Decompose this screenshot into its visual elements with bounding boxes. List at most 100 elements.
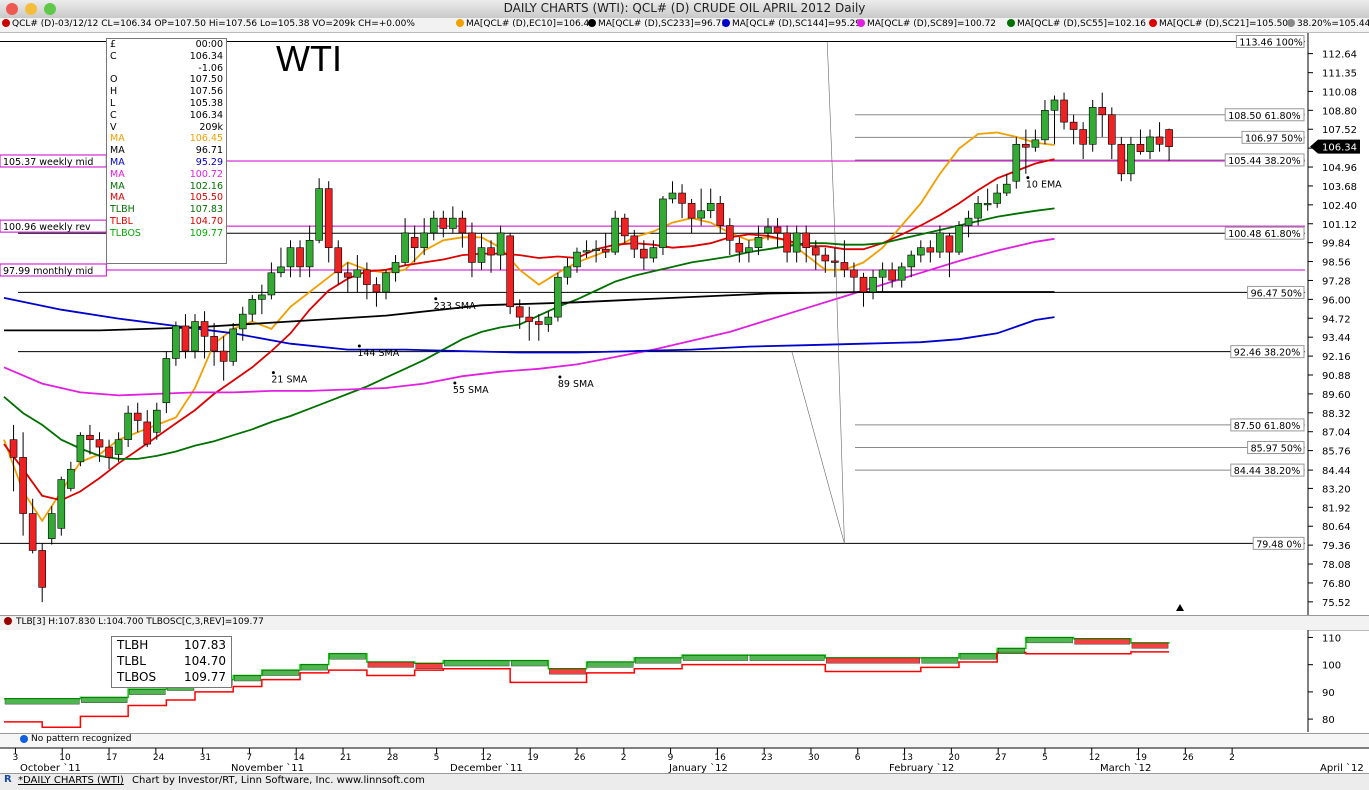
candle-body bbox=[449, 217, 457, 229]
ohlc-key: V bbox=[110, 121, 117, 133]
x-axis-area bbox=[0, 747, 1369, 773]
legend-swatch bbox=[722, 19, 730, 27]
candle-body bbox=[1012, 143, 1021, 182]
candle-body bbox=[974, 203, 982, 219]
tlb-brick bbox=[233, 675, 262, 682]
chart-tab[interactable]: *DAILY CHARTS (WTI) bbox=[18, 775, 124, 786]
candle-body bbox=[1060, 99, 1068, 123]
legend-item[interactable]: QCL# (D)-03/12/12 CL=106.34 OP=107.50 Hi… bbox=[2, 19, 415, 29]
ohlc-value: 109.77 bbox=[189, 227, 223, 239]
ohlc-row: H 107.56 bbox=[107, 86, 226, 98]
ohlc-row: MA 95.29 bbox=[107, 157, 226, 169]
ohlc-row: MA 106.45 bbox=[107, 133, 226, 145]
candle-body bbox=[945, 235, 954, 253]
candle-body bbox=[983, 203, 992, 206]
ma-label: 55 SMA bbox=[453, 385, 489, 396]
candle-body bbox=[783, 232, 791, 253]
ohlc-value: 209k bbox=[199, 121, 223, 133]
ohlc-key: H bbox=[110, 86, 118, 98]
legend-item[interactable]: MA[QCL# (D),SC233]=96.71 bbox=[588, 19, 727, 29]
fib-label: 113.46 100% bbox=[1239, 37, 1302, 48]
tlb-value: 107.83 bbox=[184, 638, 226, 652]
zoom-button[interactable] bbox=[44, 3, 56, 15]
close-button[interactable] bbox=[6, 3, 18, 15]
tlb-brick bbox=[998, 648, 1026, 654]
ohlc-key: O bbox=[110, 74, 118, 86]
tlb-brick bbox=[587, 661, 634, 668]
y-tick-label: 85.76 bbox=[1322, 447, 1351, 458]
ohlc-value: 100.72 bbox=[189, 168, 223, 180]
candle-body bbox=[1127, 143, 1135, 175]
candle-body bbox=[124, 412, 132, 440]
candle-body bbox=[582, 250, 591, 253]
x-month-label: December `11 bbox=[450, 762, 523, 773]
fib-label-box bbox=[1241, 130, 1305, 144]
y-tick-label: 108.80 bbox=[1322, 106, 1357, 117]
candle-body bbox=[792, 232, 801, 253]
fib-label-box bbox=[1247, 441, 1305, 455]
legend-item[interactable]: MA[QCL# (D),SC144]=95.29 bbox=[722, 19, 861, 29]
tlb-brick bbox=[959, 653, 997, 660]
candle-body bbox=[630, 235, 639, 250]
legend-item[interactable]: MA[QCL# (D),SC55]=102.16 bbox=[1007, 19, 1146, 29]
candle-body bbox=[305, 239, 314, 268]
legend-item[interactable]: 38.20%=105.44 bbox=[1287, 19, 1369, 29]
candle-body bbox=[764, 226, 772, 234]
tlb-brick bbox=[262, 669, 300, 676]
candle-body bbox=[458, 217, 467, 234]
ohlc-row: TLBL 104.70 bbox=[107, 216, 226, 228]
candle-body bbox=[219, 350, 228, 362]
candle-body bbox=[649, 247, 658, 259]
y-tick-label: 97.28 bbox=[1322, 276, 1351, 287]
tlb-brick bbox=[300, 664, 328, 671]
ohlc-row: C 106.34 bbox=[107, 51, 226, 63]
tlb-brick bbox=[128, 688, 166, 695]
legend-item[interactable]: MA[QCL# (D),SC21]=105.50 bbox=[1149, 19, 1288, 29]
candle-body bbox=[487, 247, 495, 256]
legend-item[interactable]: MA[QCL# (D),SC89]=100.72 bbox=[857, 19, 996, 29]
ma-label: 10 EMA bbox=[1026, 180, 1062, 191]
fib-label-box bbox=[1230, 345, 1305, 359]
ohlc-value: 107.56 bbox=[189, 86, 223, 98]
tlb-brick bbox=[1131, 642, 1169, 649]
minimize-button[interactable] bbox=[25, 3, 37, 15]
fib-label: 79.48 0% bbox=[1256, 539, 1301, 550]
level-label: 97.99 monthly mid bbox=[3, 266, 93, 277]
x-month-label: April `12 bbox=[1320, 762, 1364, 773]
tlb-brick bbox=[921, 657, 959, 664]
y-tick-label: 76.80 bbox=[1322, 579, 1351, 590]
tlb-brick bbox=[826, 657, 920, 664]
legend-item[interactable]: MA[QCL# (D),EC10]=106.45 bbox=[456, 19, 595, 29]
fib-label: 100.48 61.80% bbox=[1228, 229, 1300, 240]
ohlc-row: MA 96.71 bbox=[107, 145, 226, 157]
candle-body bbox=[468, 232, 476, 263]
ohlc-key: MA bbox=[110, 192, 125, 204]
x-tick-label: 19 bbox=[1136, 753, 1148, 763]
fib-label: 105.44 38.20% bbox=[1228, 156, 1300, 167]
ma-label-marker bbox=[271, 371, 275, 375]
legend-text: QCL# (D)-03/12/12 CL=106.34 OP=107.50 Hi… bbox=[12, 19, 415, 29]
candle-body bbox=[248, 299, 257, 315]
y-tick-label: 92.16 bbox=[1322, 352, 1351, 363]
tlb-key: TLBL bbox=[117, 654, 146, 668]
y-tick-label: 81.92 bbox=[1322, 503, 1351, 514]
y-tick-label: 84.44 bbox=[1322, 466, 1351, 477]
x-tick-label: 27 bbox=[995, 753, 1006, 763]
tlb-step-line bbox=[4, 651, 1170, 729]
fib-label: 85.97 50% bbox=[1251, 444, 1302, 455]
tlb-panel-header: TLB[3] H:107.830 L:104.700 TLBOSC[C,3,RE… bbox=[0, 615, 1369, 631]
candle-body bbox=[1050, 99, 1059, 111]
candle-body bbox=[678, 192, 686, 204]
ma-label: 21 SMA bbox=[271, 375, 307, 386]
candle-body bbox=[105, 446, 113, 458]
tlb-panel-title: TLB[3] H:107.830 L:104.700 TLBOSC[C,3,RE… bbox=[16, 617, 264, 627]
y-tick-label: 103.68 bbox=[1322, 182, 1357, 193]
candle-body bbox=[95, 439, 104, 448]
candle-body bbox=[573, 251, 581, 268]
candle-body bbox=[439, 217, 448, 229]
tlb-brick bbox=[4, 698, 80, 705]
last-price-tag bbox=[1310, 139, 1360, 154]
candle-body bbox=[38, 550, 47, 588]
candle-body bbox=[324, 188, 333, 248]
y-tick-label: 98.56 bbox=[1322, 258, 1351, 269]
